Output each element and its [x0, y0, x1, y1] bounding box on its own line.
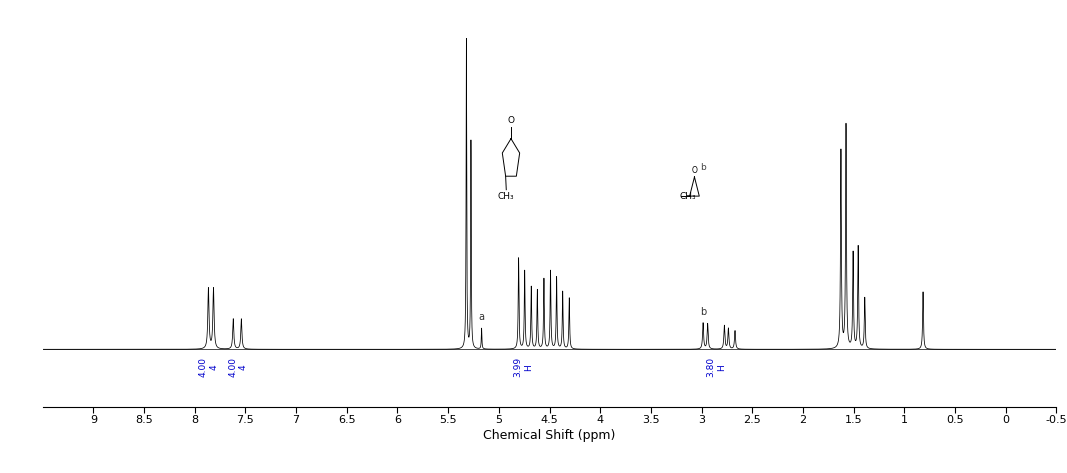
Text: 4.00
4: 4.00 4: [228, 357, 248, 377]
Text: 3.99
H: 3.99 H: [513, 357, 532, 377]
X-axis label: Chemical Shift (ppm): Chemical Shift (ppm): [483, 429, 616, 442]
Text: CH₃: CH₃: [680, 192, 696, 201]
Text: b: b: [700, 163, 705, 172]
Text: CH₃: CH₃: [498, 192, 514, 201]
Text: O: O: [691, 166, 698, 175]
Text: 3.80
H: 3.80 H: [706, 357, 726, 377]
Text: b: b: [700, 307, 706, 317]
Text: 4.00
4: 4.00 4: [198, 357, 218, 377]
Text: a: a: [479, 312, 484, 322]
Text: O: O: [508, 116, 514, 125]
